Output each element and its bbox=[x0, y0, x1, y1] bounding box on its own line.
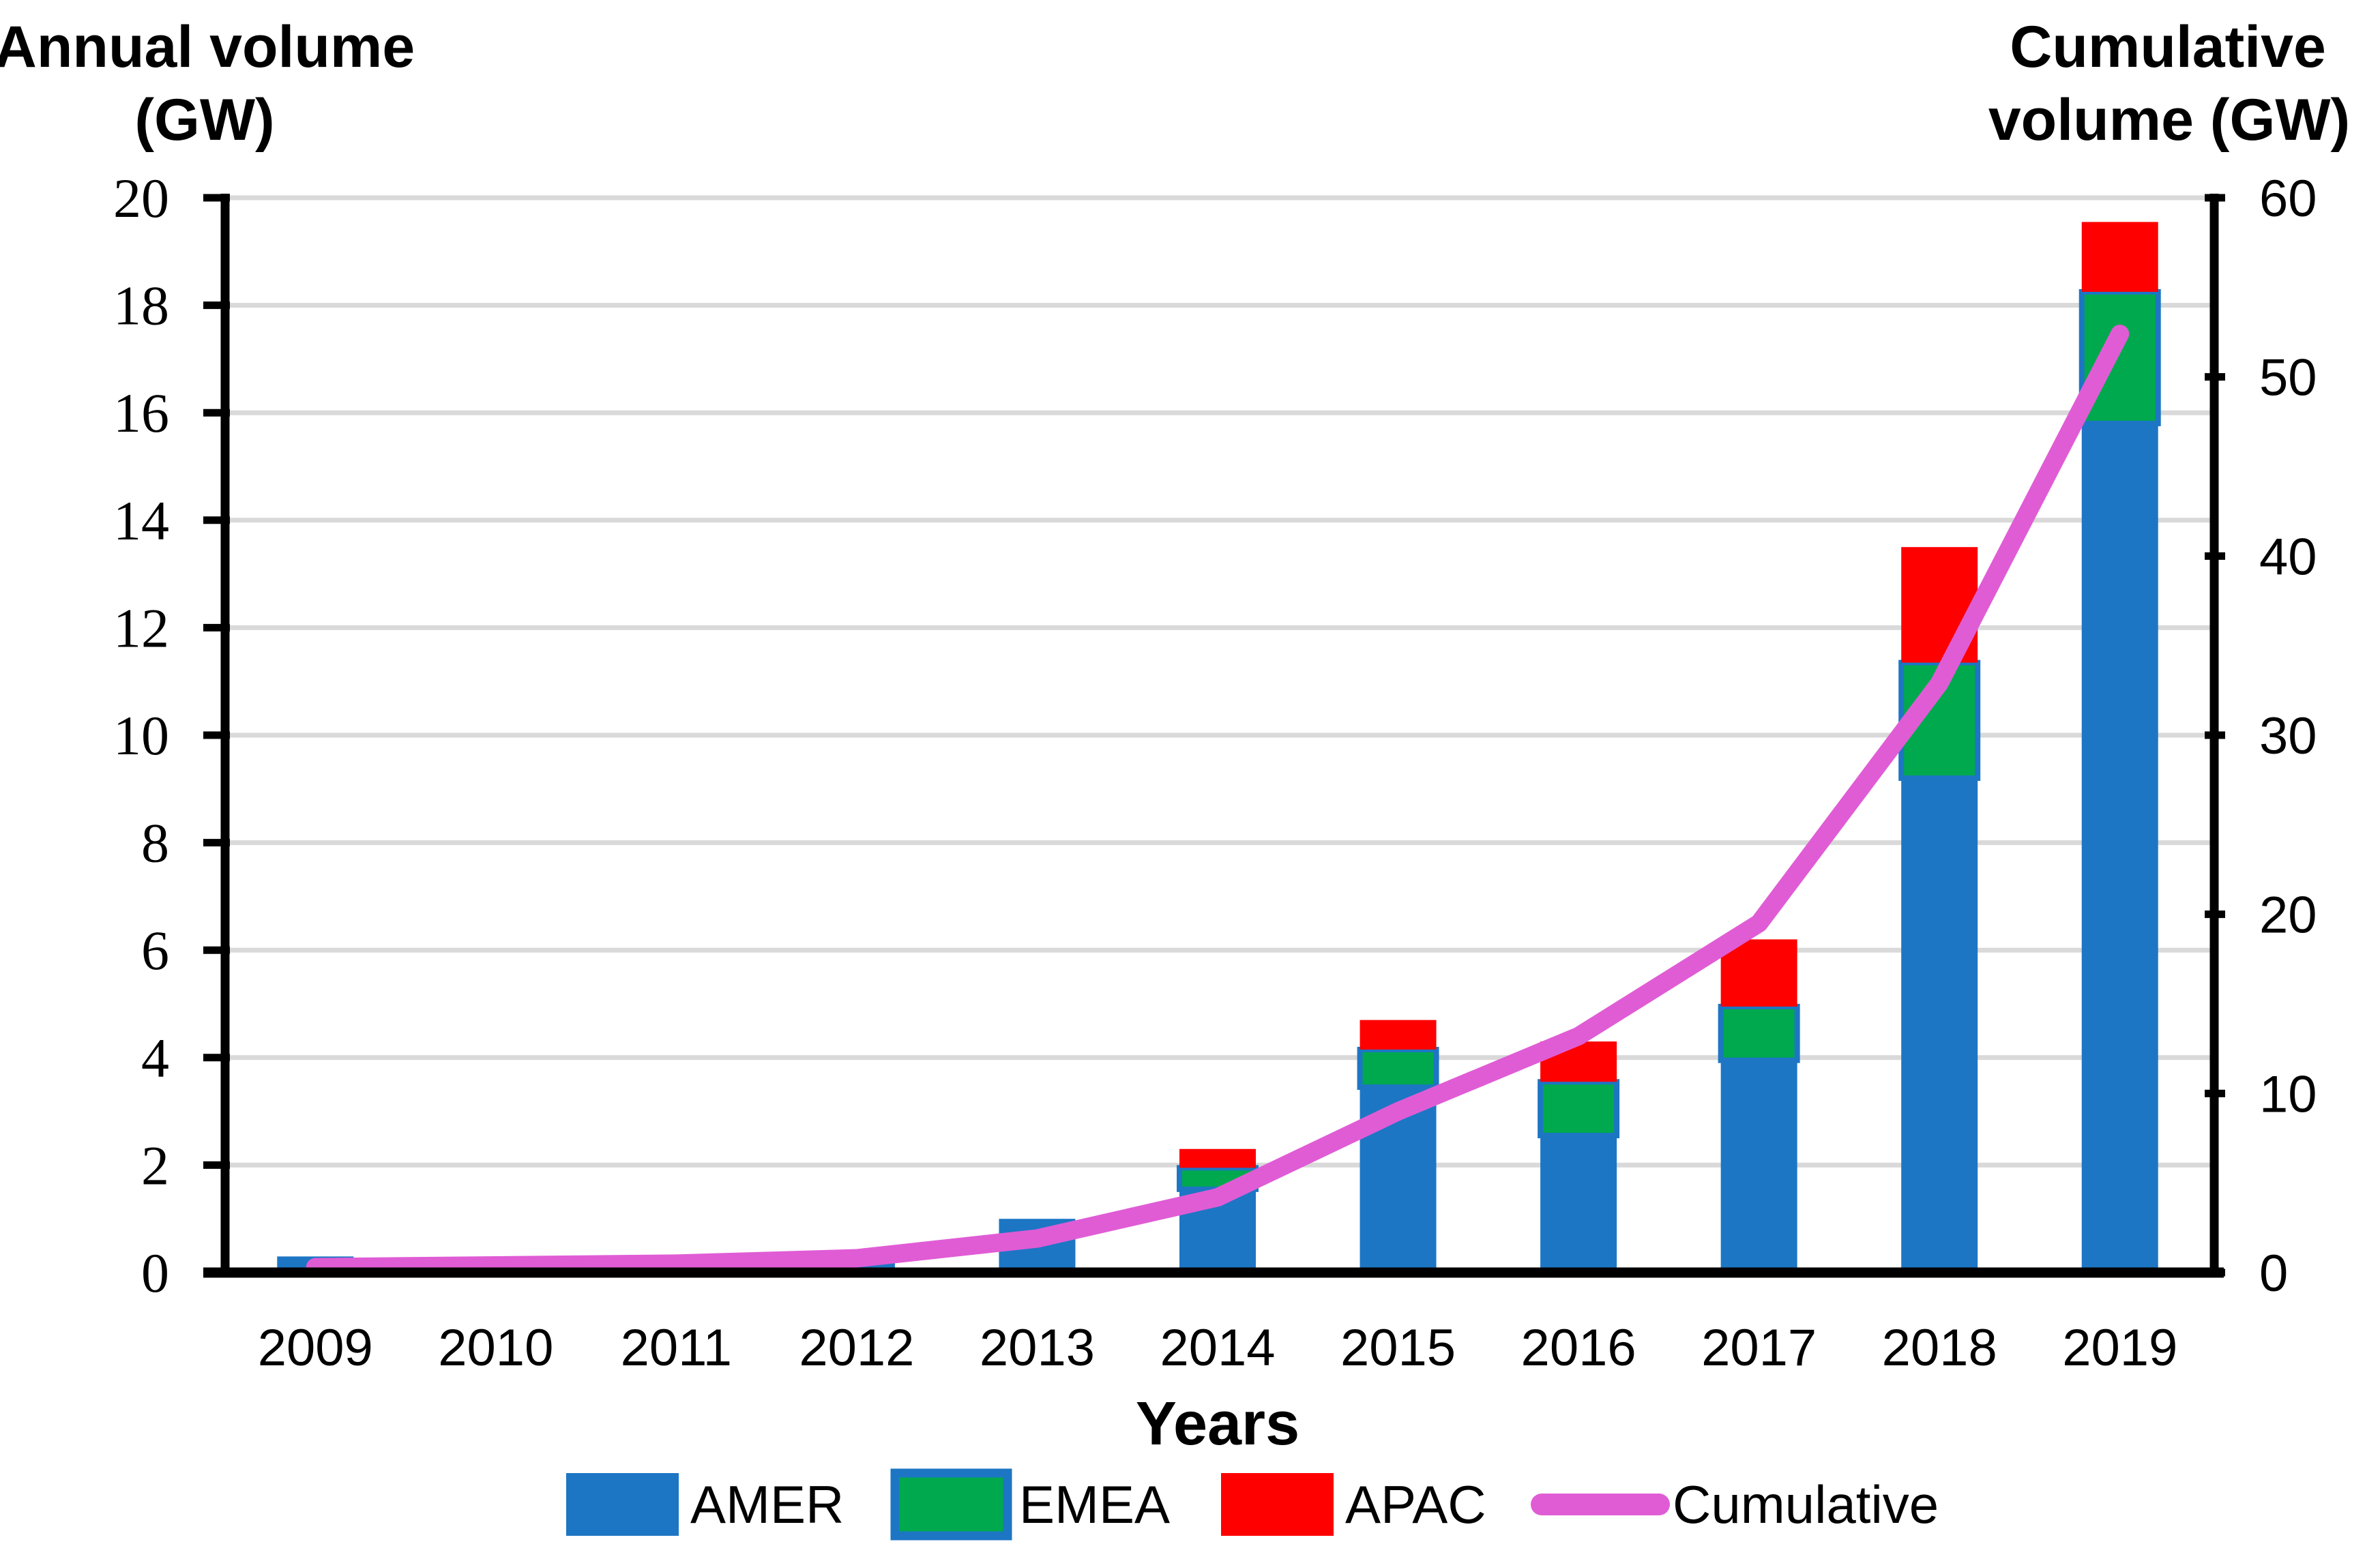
right-axis-tick-label: 40 bbox=[2259, 528, 2317, 586]
x-tick-label-2011: 2011 bbox=[621, 1319, 732, 1377]
legend-label-amer: AMER bbox=[690, 1474, 844, 1534]
legend-label-emea: EMEA bbox=[1019, 1474, 1170, 1534]
x-axis-title: Years bbox=[1136, 1390, 1299, 1458]
x-tick-label-2017: 2017 bbox=[1701, 1319, 1817, 1377]
legend-swatch-emea bbox=[890, 1468, 1012, 1541]
left-axis-tick-label: 20 bbox=[113, 167, 169, 229]
legend-swatch-apac bbox=[1221, 1473, 1334, 1536]
x-tick-label-2018: 2018 bbox=[1882, 1319, 1997, 1377]
x-tick-label-2015: 2015 bbox=[1340, 1319, 1456, 1377]
right-axis-tick-label: 10 bbox=[2259, 1065, 2317, 1123]
bar-segment-emea-2016 bbox=[1538, 1079, 1620, 1139]
bar-segment-apac-2015 bbox=[1360, 1020, 1437, 1050]
axes-layer bbox=[203, 194, 2225, 1278]
right-axis-tick-label: 30 bbox=[2259, 707, 2317, 765]
legend-label-apac: APAC bbox=[1345, 1474, 1486, 1534]
left-axis-tick-label: 4 bbox=[141, 1027, 169, 1089]
bar-segment-apac-2014 bbox=[1179, 1148, 1256, 1168]
right-axis-tick-label: 60 bbox=[2259, 170, 2317, 228]
bar-segment-emea-2015 bbox=[1357, 1046, 1439, 1090]
left-axis-tick-label: 16 bbox=[113, 382, 169, 444]
bar-segment-apac-2019 bbox=[2081, 222, 2158, 292]
bar-segment-amer-2016 bbox=[1540, 1135, 1617, 1273]
right-axis-title-line1: Cumulative bbox=[2010, 14, 2326, 80]
x-tick-label-2012: 2012 bbox=[799, 1319, 914, 1377]
bars-layer bbox=[277, 222, 2161, 1273]
bar-segment-amer-2019 bbox=[2081, 423, 2158, 1273]
x-tick-label-2010: 2010 bbox=[438, 1319, 553, 1377]
right-axis-title-line2: volume (GW) bbox=[1988, 87, 2350, 153]
bar-segment-apac-2017 bbox=[1720, 939, 1797, 1007]
left-axis-tick-label: 12 bbox=[113, 597, 169, 659]
legend-swatch-amer bbox=[566, 1473, 679, 1536]
left-axis-title-line2: (GW) bbox=[134, 87, 274, 153]
bar-segment-emea-2017 bbox=[1718, 1003, 1800, 1063]
x-tick-label-2016: 2016 bbox=[1521, 1319, 1636, 1377]
left-axis-tick-label: 0 bbox=[141, 1242, 169, 1304]
legend: AMER EMEA APAC Cumulative bbox=[566, 1468, 1939, 1541]
left-axis-tick-label: 14 bbox=[113, 490, 169, 552]
bar-segment-amer-2018 bbox=[1901, 778, 1978, 1273]
left-axis-tick-label: 2 bbox=[141, 1134, 169, 1196]
left-axis-tick-label: 10 bbox=[113, 704, 169, 767]
x-tick-label-2019: 2019 bbox=[2062, 1319, 2177, 1377]
x-tick-label-2013: 2013 bbox=[980, 1319, 1095, 1377]
left-axis-tick-label: 18 bbox=[113, 275, 169, 337]
right-axis-tick-label: 0 bbox=[2259, 1245, 2288, 1303]
right-axis-tick-label: 20 bbox=[2259, 887, 2317, 945]
left-axis-title-line1: Annual volume bbox=[0, 14, 415, 80]
left-axis-tick-label: 8 bbox=[141, 812, 169, 874]
cumulative-line bbox=[306, 325, 2130, 1277]
x-tick-label-2014: 2014 bbox=[1160, 1319, 1275, 1377]
left-axis-tick-label: 6 bbox=[141, 919, 169, 981]
x-tick-label-2009: 2009 bbox=[258, 1319, 373, 1377]
cumulative-line-layer bbox=[306, 325, 2130, 1277]
bar-segment-amer-2017 bbox=[1720, 1060, 1797, 1273]
tick-labels-layer: 0 2 4 6 8 10 12 14 16 18 20 0 10 20 30 40 50 60 2009 2010 20… bbox=[113, 167, 2317, 1377]
legend-label-cumulative: Cumulative bbox=[1673, 1474, 1939, 1534]
right-axis-tick-label: 50 bbox=[2259, 349, 2317, 407]
gridlines-layer bbox=[229, 195, 2210, 1168]
